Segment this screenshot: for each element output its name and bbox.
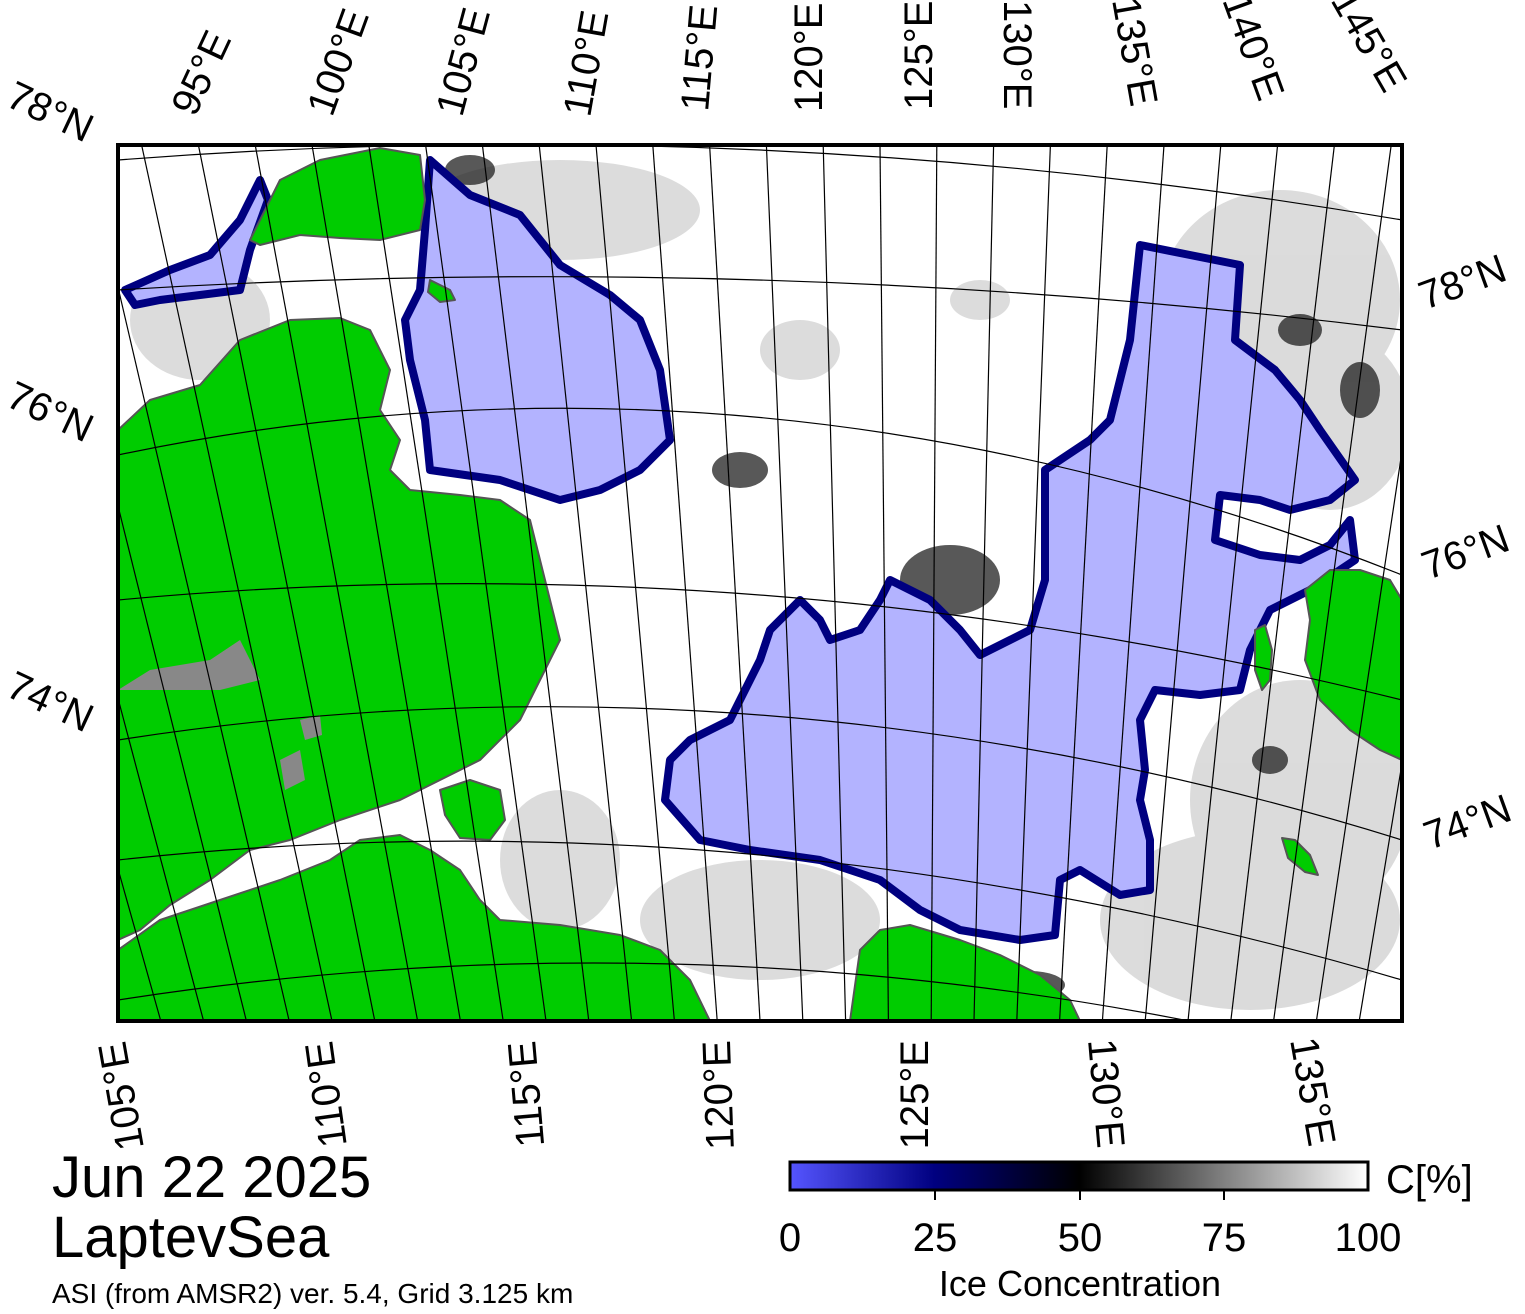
colorbar-unit: C[%]: [1386, 1158, 1473, 1202]
map-date: Jun 22 2025: [52, 1145, 372, 1210]
meridian-line: [118, 696, 205, 1021]
meridian-line: [1144, 145, 1222, 1021]
left-latitude-labels: 78°N 76°N 74°N: [0, 73, 100, 741]
top-lon-label: 115°E: [673, 3, 726, 113]
meridian-line: [254, 145, 419, 1021]
bottom-lon-label: 130°E: [1079, 1037, 1132, 1150]
meridian-line: [1101, 145, 1165, 1021]
land-mask: [118, 640, 322, 790]
meridian-line: [1273, 145, 1392, 1021]
colorbar: [788, 1160, 1370, 1200]
meridian-line: [118, 503, 247, 1021]
meridian-line: [1187, 145, 1279, 1021]
meridian-line: [118, 1018, 119, 1021]
meridian-line: [1358, 759, 1402, 1021]
meridian-line: [1230, 145, 1335, 1021]
left-lat-label: 76°N: [0, 373, 100, 451]
top-lon-label: 105°E: [428, 3, 499, 120]
top-lon-label: 145°E: [1322, 0, 1415, 99]
meridian-line: [197, 145, 376, 1021]
graticule-parallels: [118, 145, 1402, 1021]
meridian-line: [652, 145, 718, 1021]
bottom-longitude-labels: 105°E 110°E 115°E 120°E 125°E 130°E 135°…: [91, 1034, 1344, 1154]
bottom-lon-label: 120°E: [695, 1040, 743, 1151]
bottom-lon-label: 135°E: [1281, 1034, 1343, 1149]
meridian-line: [822, 145, 847, 1021]
colorbar-gradient: [788, 1160, 1370, 1192]
colorbar-tick: 100: [1334, 1216, 1402, 1260]
meridian-line: [481, 145, 590, 1021]
source-note: ASI (from AMSR2) ver. 5.4, Grid 3.125 km: [52, 1278, 574, 1309]
top-lon-label: 130°E: [995, 0, 1039, 109]
open-water: [121, 156, 1359, 944]
left-lat-label: 74°N: [0, 663, 100, 741]
right-lat-label: 78°N: [1413, 247, 1512, 319]
meridian-line: [1315, 447, 1402, 1021]
top-longitude-labels: 95°E 100°E 105°E 110°E 115°E 120°E 125°E…: [163, 0, 1415, 122]
meridian-line: [425, 145, 547, 1021]
bottom-lon-label: 125°E: [893, 1040, 937, 1149]
land: [118, 147, 1402, 1021]
left-lat-label: 78°N: [0, 73, 100, 151]
colorbar-tick: 25: [912, 1216, 958, 1260]
top-lon-label: 95°E: [163, 24, 240, 122]
colorbar-tick: 0: [778, 1216, 802, 1260]
meridian-line: [595, 145, 675, 1021]
top-lon-label: 125°E: [897, 1, 941, 110]
meridian-line: [879, 145, 889, 1021]
colorbar-tick: 75: [1201, 1216, 1247, 1260]
meridian-line: [311, 145, 461, 1021]
top-lon-label: 140°E: [1214, 0, 1293, 106]
meridian-line: [930, 145, 938, 1021]
graticule-meridians: [118, 145, 1402, 1021]
meridian-line: [973, 145, 995, 1021]
bottom-lon-label: 115°E: [500, 1039, 553, 1149]
colorbar-title: Ice Concentration: [938, 1263, 1222, 1304]
top-lon-label: 135°E: [1103, 0, 1165, 109]
right-lat-label: 76°N: [1416, 517, 1515, 589]
bottom-lon-label: 105°E: [91, 1038, 153, 1153]
top-lon-label: 110°E: [556, 7, 618, 119]
top-lon-label: 100°E: [299, 3, 378, 121]
meridian-line: [141, 145, 333, 1021]
bottom-lon-label: 110°E: [297, 1039, 355, 1151]
map-frame: [116, 143, 1404, 1023]
meridian-line: [765, 145, 804, 1021]
right-lat-label: 74°N: [1418, 787, 1517, 859]
region-name: LaptevSea: [52, 1205, 330, 1270]
meridian-line: [538, 145, 633, 1021]
top-lon-label: 120°E: [787, 3, 831, 112]
right-latitude-labels: 78°N 76°N 74°N: [1413, 247, 1517, 859]
meridian-line: [1016, 145, 1051, 1021]
map-body: [118, 145, 1402, 1021]
meridian-line: [368, 145, 504, 1021]
meridian-line: [1059, 145, 1108, 1021]
meridian-line: [709, 145, 761, 1021]
colorbar-tick: 50: [1057, 1216, 1103, 1260]
